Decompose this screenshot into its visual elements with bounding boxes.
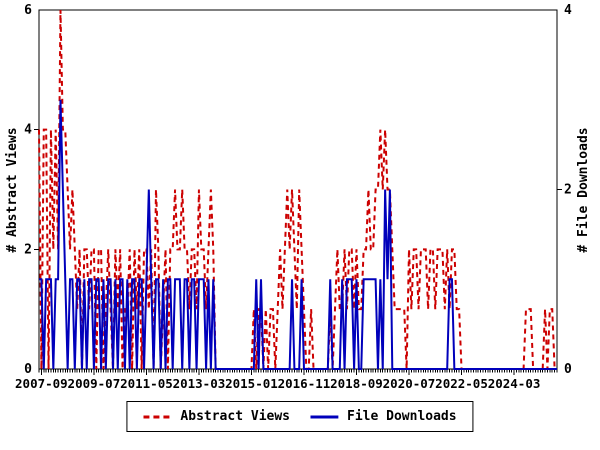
x-tick-label: 2018-09 [330,376,383,391]
x-tick-label: 2020-07 [383,376,436,391]
left-axis-tick-label: 0 [24,362,32,377]
abstract-views-line-sample [143,415,172,418]
right-axis-tick-label: 4 [564,3,572,18]
x-tick-label: 2009-07 [68,376,121,391]
left-axis-label: # Abstract Views [5,127,20,253]
legend-item-file-downloads: File Downloads [310,409,457,424]
file-downloads-series-line [39,99,557,370]
legend-label-abstract-views: Abstract Views [180,409,290,424]
x-tick-label: 2013-03 [173,376,226,391]
left-axis-tick-label: 6 [24,3,32,18]
x-tick-label: 2015-01 [225,376,278,391]
file-downloads-line-sample [310,415,338,418]
left-axis-tick-label: 4 [24,123,32,138]
legend-box: Abstract Views File Downloads [126,401,474,432]
x-tick-label: 2016-11 [278,376,331,391]
legend-item-abstract-views: Abstract Views [143,409,290,424]
legend-label-file-downloads: File Downloads [347,409,457,424]
x-tick-label: 2024-03 [488,376,541,391]
right-axis-label: # File Downloads [576,127,591,253]
x-tick-label: 2022-05 [435,376,488,391]
x-tick-label: 2011-05 [120,376,173,391]
right-axis-tick-label: 0 [564,362,572,377]
x-tick-label: 2007-09 [15,376,68,391]
left-axis-tick-label: 2 [24,242,32,257]
right-axis-tick-label: 2 [564,183,572,198]
